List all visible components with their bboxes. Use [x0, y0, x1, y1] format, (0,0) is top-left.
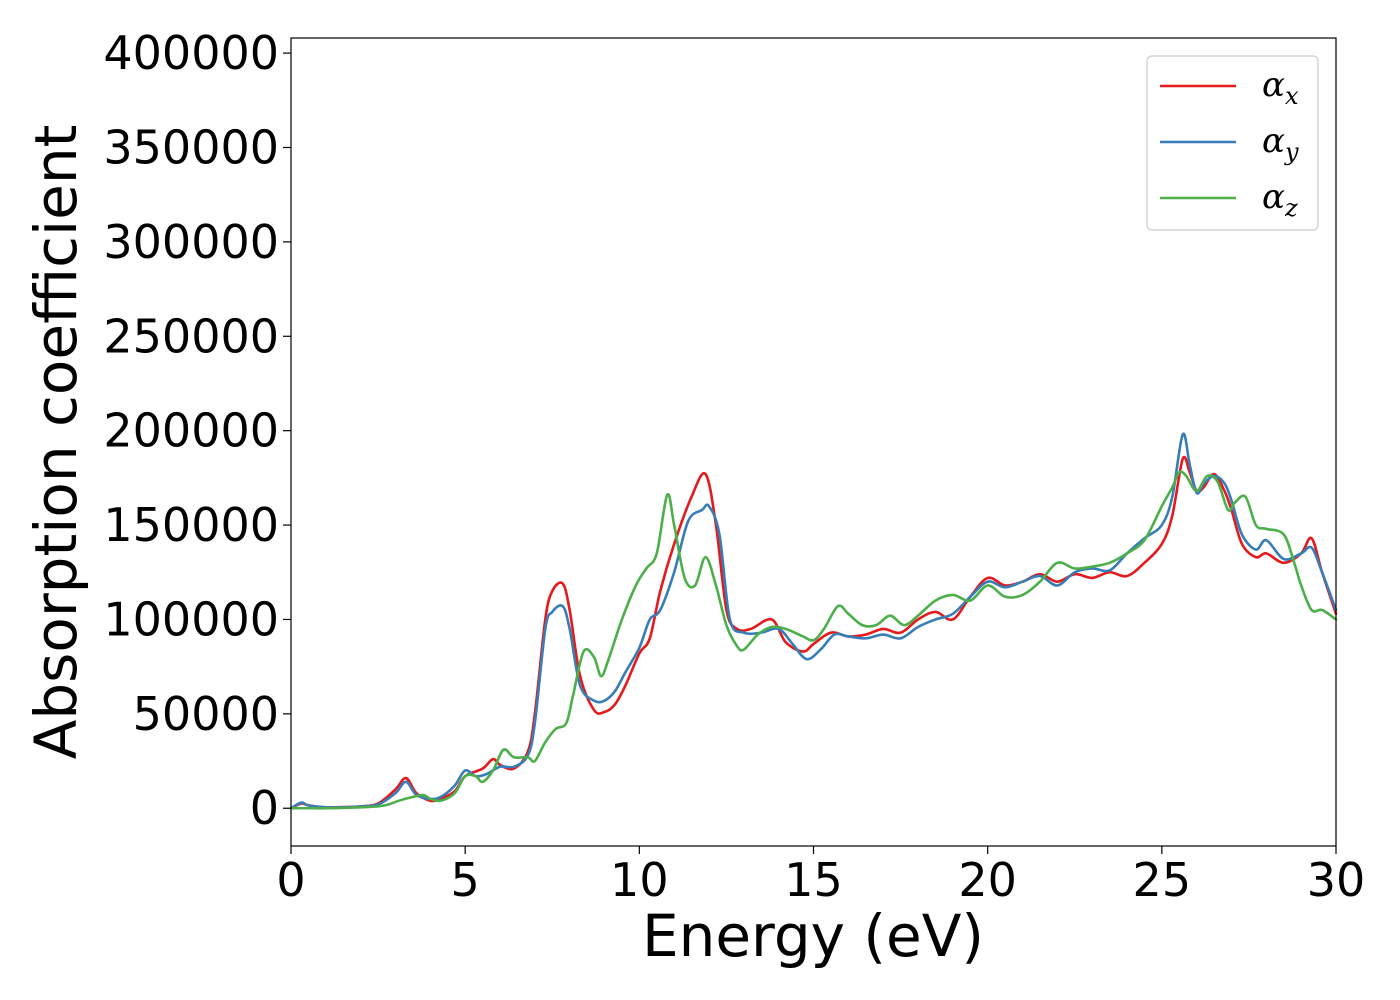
- x-tick-label: 20: [958, 853, 1017, 907]
- y-tick-label: 400000: [103, 26, 279, 80]
- y-axis-label: Absorption coefficient: [22, 125, 90, 760]
- y-axis: 0 50000 100000 150000 200000 250000 300000 3500…: [103, 26, 291, 835]
- series-line-y: [289, 432, 1338, 810]
- y-tick-label: 250000: [103, 309, 279, 363]
- y-tick-label: 50000: [133, 687, 279, 741]
- x-tick-label: 15: [784, 853, 843, 907]
- y-tick-label: 350000: [103, 120, 279, 174]
- legend-label-y: αy: [1262, 121, 1299, 166]
- x-tick-label: 5: [451, 853, 480, 907]
- legend-label-x: αx: [1262, 65, 1299, 110]
- y-tick-label: 0: [250, 781, 279, 835]
- x-axis-label: Energy (eV): [642, 902, 984, 970]
- y-tick-label: 100000: [103, 592, 279, 646]
- x-tick-label: 10: [610, 853, 669, 907]
- x-tick-label: 30: [1307, 853, 1366, 907]
- series-layer: [289, 432, 1338, 810]
- y-tick-label: 200000: [103, 404, 279, 458]
- x-axis: 0 5 10 15 20 25 30: [276, 846, 1365, 907]
- y-tick-label: 150000: [103, 498, 279, 552]
- legend-label-z: αz: [1262, 177, 1298, 222]
- legend: αx αy αz: [1146, 55, 1319, 231]
- series-line-z: [289, 470, 1338, 810]
- y-tick-label: 300000: [103, 215, 279, 269]
- x-tick-label: 0: [276, 853, 305, 907]
- x-tick-label: 25: [1133, 853, 1192, 907]
